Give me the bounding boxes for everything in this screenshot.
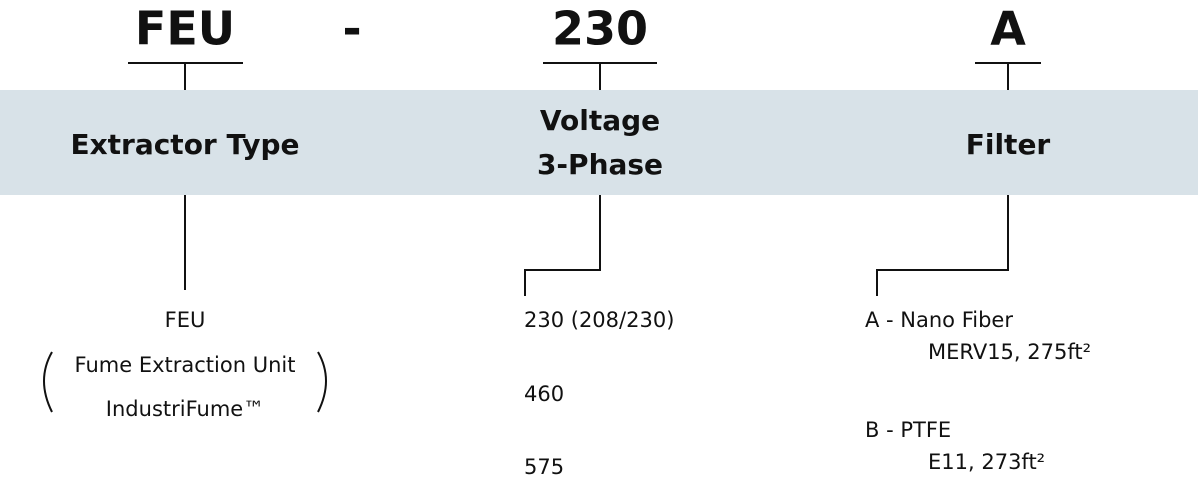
option: 575 <box>524 455 564 479</box>
option-detail: Fume Extraction Unit <box>75 353 296 377</box>
option: 230 (208/230) <box>524 308 674 332</box>
column-label: Voltage <box>540 104 660 137</box>
code: 230 <box>552 2 648 56</box>
option: 460 <box>524 382 564 406</box>
connectors <box>43 62 1041 413</box>
column-label: 3-Phase <box>537 148 663 181</box>
option: A - Nano Fiber <box>865 308 1013 332</box>
option: B - PTFE <box>865 418 951 442</box>
column-label: Filter <box>966 128 1051 161</box>
option-detail: MERV15, 275ft² <box>928 340 1091 364</box>
code: A <box>990 2 1026 56</box>
option-detail: E11, 273ft² <box>928 450 1045 474</box>
column-label: Extractor Type <box>70 128 299 161</box>
option: FEU <box>165 308 206 332</box>
header-band <box>0 90 1198 195</box>
separator: - <box>342 2 361 56</box>
code: FEU <box>135 2 235 56</box>
option-detail: IndustriFume™ <box>106 397 264 421</box>
